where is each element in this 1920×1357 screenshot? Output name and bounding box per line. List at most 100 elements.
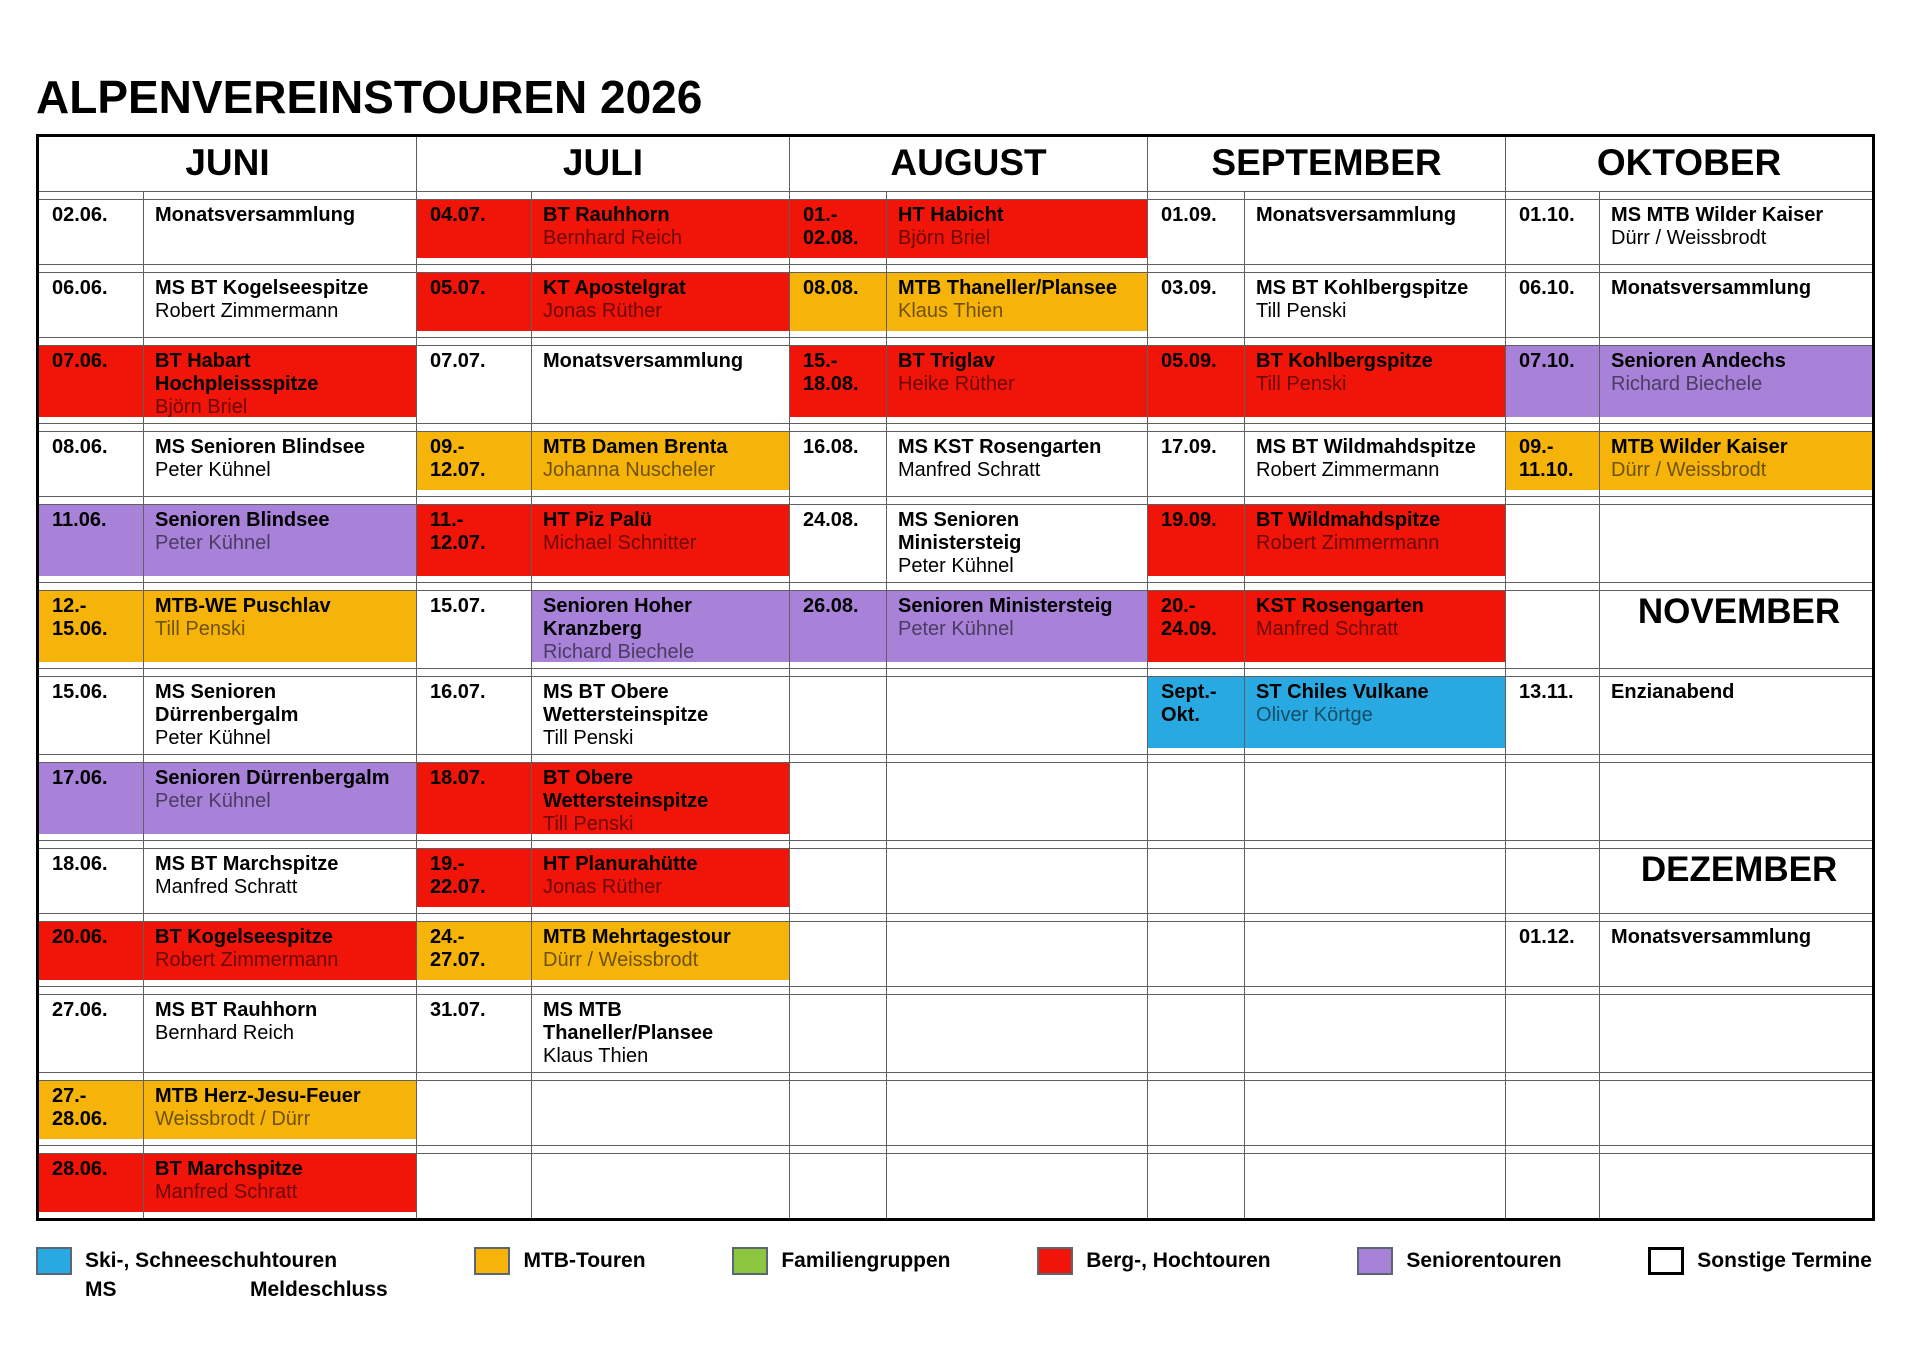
event-leader: Manfred Schratt bbox=[898, 459, 1041, 481]
event-leader: Manfred Schratt bbox=[1256, 618, 1399, 640]
spacer-cell bbox=[531, 496, 790, 505]
event-date-cell: 06.10. bbox=[1505, 272, 1601, 338]
event-title: HT Planurahütte bbox=[543, 853, 698, 875]
event-row: 12.- 15.06. MTB-WE Puschlav Till Penski 15.… bbox=[37, 590, 1875, 669]
event-date-cell: 09.- 12.07. bbox=[416, 431, 532, 497]
event-desc-cell: Monatsversammlung bbox=[143, 199, 417, 265]
event-desc-cell: MTB Damen Brenta Johanna Nuscheler bbox=[531, 431, 790, 497]
spacer-cell bbox=[885, 337, 1149, 346]
event-title: MS MTB Wilder Kaiser bbox=[1611, 204, 1824, 226]
spacer-cell bbox=[885, 913, 1149, 922]
spacer-row bbox=[37, 840, 1875, 849]
spacer-cell bbox=[1599, 582, 1875, 591]
event-desc-cell: MTB Thaneller/Plansee Klaus Thien bbox=[885, 272, 1149, 338]
spacer-cell bbox=[1147, 986, 1246, 995]
event-desc-cell bbox=[531, 1080, 790, 1146]
month-subheader: DEZEMBER bbox=[1640, 850, 1838, 889]
spacer-cell bbox=[143, 423, 417, 432]
event-title: Monatsversammlung bbox=[543, 350, 744, 372]
spacer-row bbox=[37, 191, 1875, 200]
event-date-cell: 18.07. bbox=[416, 762, 532, 841]
spacer-cell bbox=[1599, 986, 1875, 995]
event-title: MS BT Wildmahdspitze bbox=[1256, 436, 1476, 458]
event-desc-cell: MS Senioren Ministersteig Peter Kühnel bbox=[885, 504, 1149, 583]
spacer-cell bbox=[1244, 913, 1507, 922]
event-leader: Till Penski bbox=[1256, 300, 1347, 322]
spacer-cell bbox=[37, 1072, 144, 1081]
spacer-cell bbox=[1244, 1145, 1507, 1154]
spacer-cell bbox=[885, 423, 1149, 432]
event-desc-cell: MS BT Kohlbergspitze Till Penski bbox=[1244, 272, 1507, 338]
spacer-row bbox=[37, 264, 1875, 273]
legend-item-orange: MTB-Touren bbox=[474, 1247, 646, 1275]
event-date-cell bbox=[789, 994, 887, 1073]
spacer-cell bbox=[143, 754, 417, 763]
event-date-cell: 01.09. bbox=[1147, 199, 1246, 265]
event-desc-cell bbox=[885, 921, 1149, 987]
event-leader: Robert Zimmermann bbox=[1256, 532, 1440, 554]
event-desc-cell bbox=[1244, 921, 1507, 987]
event-date-cell: 01.- 02.08. bbox=[789, 199, 887, 265]
event-leader: Dürr / Weissbrodt bbox=[543, 949, 699, 971]
spacer-cell bbox=[1147, 1145, 1246, 1154]
spacer-cell bbox=[1244, 986, 1507, 995]
event-desc-cell: Senioren Hoher Kranzberg Richard Biechele bbox=[531, 590, 790, 669]
event-leader: Peter Kühnel bbox=[898, 618, 1014, 640]
spacer-cell bbox=[1147, 423, 1246, 432]
event-title: MS Senioren Blindsee bbox=[155, 436, 366, 458]
event-date-cell bbox=[1505, 504, 1601, 583]
event-date-cell bbox=[1147, 1153, 1246, 1220]
legend-swatch-blue-icon bbox=[36, 1247, 72, 1275]
spacer-cell bbox=[1147, 913, 1246, 922]
event-date-cell: 24.08. bbox=[789, 504, 887, 583]
spacer-cell bbox=[1505, 191, 1601, 200]
legend-item-blue: Ski-, Schneeschuhtouren MS Meldeschluss bbox=[36, 1247, 388, 1302]
spacer-row bbox=[37, 986, 1875, 995]
spacer-cell bbox=[789, 913, 887, 922]
event-row: 27.06. MS BT Rauhhorn Bernhard Reich 31.07.… bbox=[37, 994, 1875, 1073]
event-desc-cell bbox=[1244, 1080, 1507, 1146]
spacer-cell bbox=[416, 496, 532, 505]
legend-label: Sonstige Termine bbox=[1697, 1249, 1872, 1272]
event-row: 07.06. BT Habart Hochpleissspitze Björn Br… bbox=[37, 345, 1875, 424]
spacer-cell bbox=[1599, 337, 1875, 346]
legend-item-main: Seniorentouren bbox=[1357, 1247, 1562, 1275]
event-date-cell bbox=[1505, 848, 1601, 914]
event-date-cell: 16.08. bbox=[789, 431, 887, 497]
event-date-cell bbox=[1505, 762, 1601, 841]
event-title: MS MTB Thaneller/Plansee bbox=[543, 999, 714, 1044]
spacer-cell bbox=[531, 582, 790, 591]
event-desc-cell: BT Rauhhorn Bernhard Reich bbox=[531, 199, 790, 265]
event-leader: Peter Kühnel bbox=[155, 532, 271, 554]
spacer-cell bbox=[143, 913, 417, 922]
spacer-cell bbox=[143, 668, 417, 677]
spacer-cell bbox=[143, 264, 417, 273]
spacer-cell bbox=[885, 496, 1149, 505]
event-desc-cell: Senioren Dürrenbergalm Peter Kühnel bbox=[143, 762, 417, 841]
event-title: MS Senioren Ministersteig bbox=[898, 509, 1022, 554]
spacer-row bbox=[37, 337, 1875, 346]
event-row: 20.06. BT Kogelseespitze Robert Zimmermann… bbox=[37, 921, 1875, 987]
event-date-cell: 01.10. bbox=[1505, 199, 1601, 265]
spacer-cell bbox=[1147, 337, 1246, 346]
legend: Ski-, Schneeschuhtouren MS Meldeschluss MTB… bbox=[36, 1247, 1872, 1302]
spacer-cell bbox=[37, 337, 144, 346]
legend-note-key: MS bbox=[85, 1278, 117, 1301]
spacer-row bbox=[37, 582, 1875, 591]
legend-item-main: Berg-, Hochtouren bbox=[1037, 1247, 1271, 1275]
spacer-cell bbox=[1599, 913, 1875, 922]
event-date-cell: 04.07. bbox=[416, 199, 532, 265]
event-title: MTB Herz-Jesu-Feuer bbox=[155, 1085, 361, 1107]
event-date-cell bbox=[1147, 994, 1246, 1073]
spacer-cell bbox=[531, 840, 790, 849]
event-desc-cell: MS Senioren Blindsee Peter Kühnel bbox=[143, 431, 417, 497]
tour-schedule-table: JUNI JULI AUGUST SEPTEMBER OKTOBER 02.06… bbox=[36, 134, 1876, 1221]
month-header-august: AUGUST bbox=[788, 135, 1149, 192]
event-leader: Till Penski bbox=[543, 727, 634, 749]
event-title: Monatsversammlung bbox=[1611, 277, 1812, 299]
spacer-cell bbox=[416, 582, 532, 591]
spacer-cell bbox=[1244, 840, 1507, 849]
spacer-cell bbox=[1599, 423, 1875, 432]
spacer-cell bbox=[885, 1145, 1149, 1154]
spacer-cell bbox=[531, 1145, 790, 1154]
